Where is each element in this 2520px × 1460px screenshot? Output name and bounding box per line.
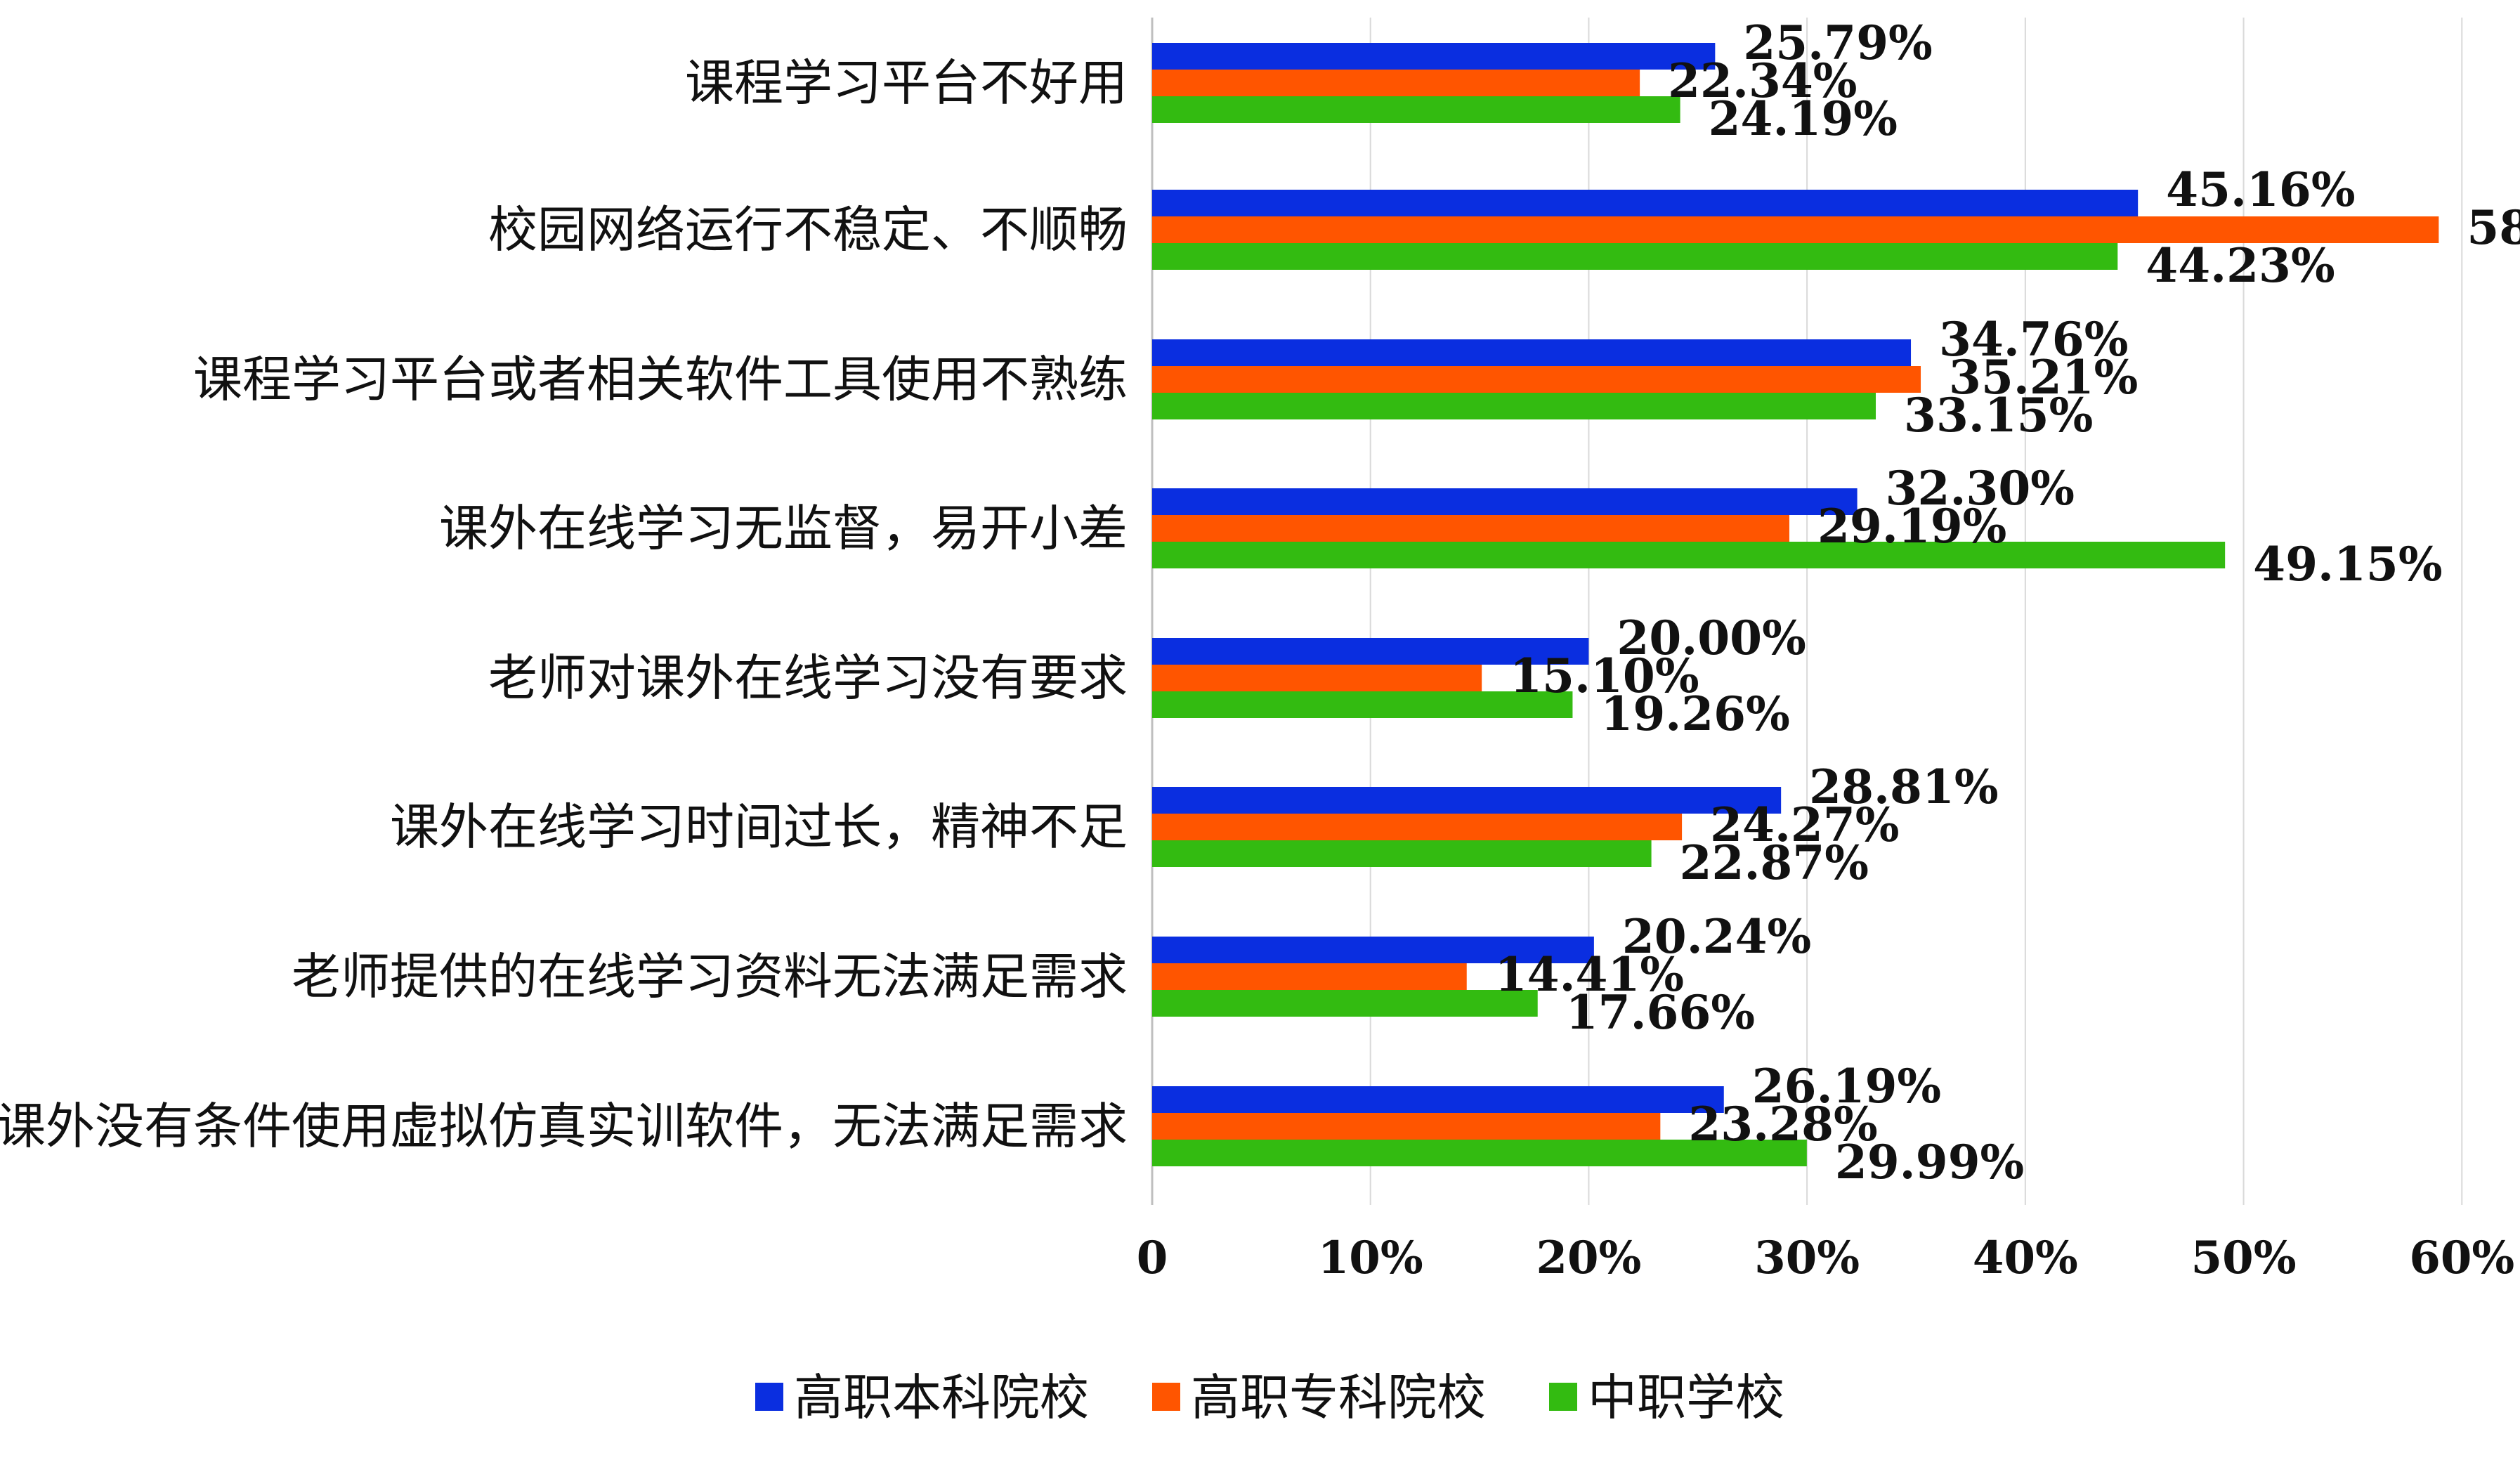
- data-label: 45.16%: [2166, 162, 2355, 217]
- bar-series3: [1152, 96, 1680, 123]
- data-label: 58.94%: [2467, 200, 2520, 255]
- data-label: 49.15%: [2253, 537, 2442, 592]
- x-tick-label: 20%: [1536, 1232, 1641, 1284]
- bar-series1: [1152, 937, 1594, 963]
- data-label: 20.24%: [1622, 909, 1811, 964]
- legend-swatch: [1152, 1383, 1180, 1411]
- bar-series2: [1152, 216, 2439, 243]
- data-label: 23.28%: [1688, 1097, 1877, 1152]
- bars: [1152, 43, 2439, 1166]
- x-tick-label: 60%: [2409, 1232, 2514, 1284]
- x-tick-label: 10%: [1318, 1232, 1423, 1284]
- bar-series3: [1152, 990, 1538, 1017]
- data-label: 24.27%: [1710, 797, 1899, 852]
- bar-series1: [1152, 190, 2139, 216]
- data-label: 17.66%: [1566, 985, 1755, 1040]
- bar-series3: [1152, 691, 1573, 718]
- bar-series1: [1152, 638, 1589, 665]
- category-label: 课外没有条件使用虚拟仿真实训软件，无法满足需求: [0, 1097, 1128, 1155]
- bar-series2: [1152, 70, 1640, 96]
- category-label: 课程学习平台不好用: [685, 54, 1128, 112]
- category-label: 校园网络运行不稳定、不顺畅: [488, 201, 1128, 259]
- bar-series2: [1152, 665, 1482, 691]
- bar-series3: [1152, 243, 2118, 270]
- legend: 高职本科院校 高职专科院校 中职学校: [755, 1369, 1784, 1426]
- data-label: 24.19%: [1709, 91, 1898, 146]
- data-label: 14.41%: [1495, 947, 1684, 1002]
- category-label: 课外在线学习时间过长，精神不足: [390, 798, 1128, 856]
- data-label: 19.26%: [1600, 686, 1789, 741]
- legend-label: 高职专科院校: [1191, 1369, 1486, 1426]
- bar-series1: [1152, 1086, 1724, 1113]
- bar-series3: [1152, 1140, 1807, 1166]
- bar-series3: [1152, 840, 1652, 867]
- bar-series2: [1152, 515, 1789, 542]
- data-label: 34.76%: [1939, 312, 2128, 367]
- bar-series2: [1152, 366, 1921, 393]
- x-tick-label: 50%: [2191, 1232, 2297, 1284]
- legend-swatch: [755, 1383, 783, 1411]
- data-label: 29.99%: [1835, 1135, 2024, 1189]
- bar-series1: [1152, 339, 1912, 366]
- data-label: 35.21%: [1949, 350, 2138, 405]
- legend-swatch: [1549, 1383, 1577, 1411]
- bar-series2: [1152, 1113, 1661, 1140]
- legend-label: 中职学校: [1588, 1369, 1784, 1426]
- legend-label: 高职本科院校: [794, 1369, 1089, 1426]
- x-tick-labels: 010%20%30%40%50%60%70%: [1137, 1232, 2514, 1284]
- category-label: 老师对课外在线学习没有要求: [488, 649, 1128, 707]
- data-label: 15.10%: [1510, 648, 1699, 703]
- category-label: 课程学习平台或者相关软件工具使用不熟练: [193, 351, 1128, 408]
- category-label: 课外在线学习无监督，易开小差: [439, 500, 1128, 557]
- bar-series1: [1152, 787, 1782, 814]
- bar-series2: [1152, 814, 1683, 840]
- x-tick-label: 40%: [1973, 1232, 2078, 1284]
- bar-series2: [1152, 963, 1467, 990]
- data-label: 22.34%: [1668, 53, 1857, 108]
- data-label: 22.87%: [1680, 835, 1869, 890]
- data-labels: 25.79% 45.16% 34.76% 32.30% 20.00% 28.81% 20.2…: [1495, 15, 2520, 1189]
- data-label: 32.30%: [1886, 461, 2075, 516]
- x-tick-label: 30%: [1754, 1232, 1860, 1284]
- bar-series3: [1152, 542, 2226, 568]
- data-label: 26.19%: [1752, 1059, 1941, 1114]
- data-label: 20.00%: [1617, 611, 1806, 665]
- x-tick-label: 0: [1137, 1232, 1168, 1284]
- data-label: 44.23%: [2146, 238, 2335, 293]
- bar-series3: [1152, 393, 1876, 419]
- category-labels: 课程学习平台不好用校园网络运行不稳定、不顺畅课程学习平台或者相关软件工具使用不熟…: [0, 54, 1128, 1155]
- data-label: 33.15%: [1904, 388, 2093, 443]
- bar-series1: [1152, 488, 1858, 515]
- bar-series1: [1152, 43, 1716, 70]
- data-label: 28.81%: [1809, 760, 1998, 814]
- category-label: 老师提供的在线学习资料无法满足需求: [292, 948, 1128, 1005]
- data-label: 25.79%: [1743, 15, 1932, 70]
- data-label: 29.19%: [1817, 499, 2006, 554]
